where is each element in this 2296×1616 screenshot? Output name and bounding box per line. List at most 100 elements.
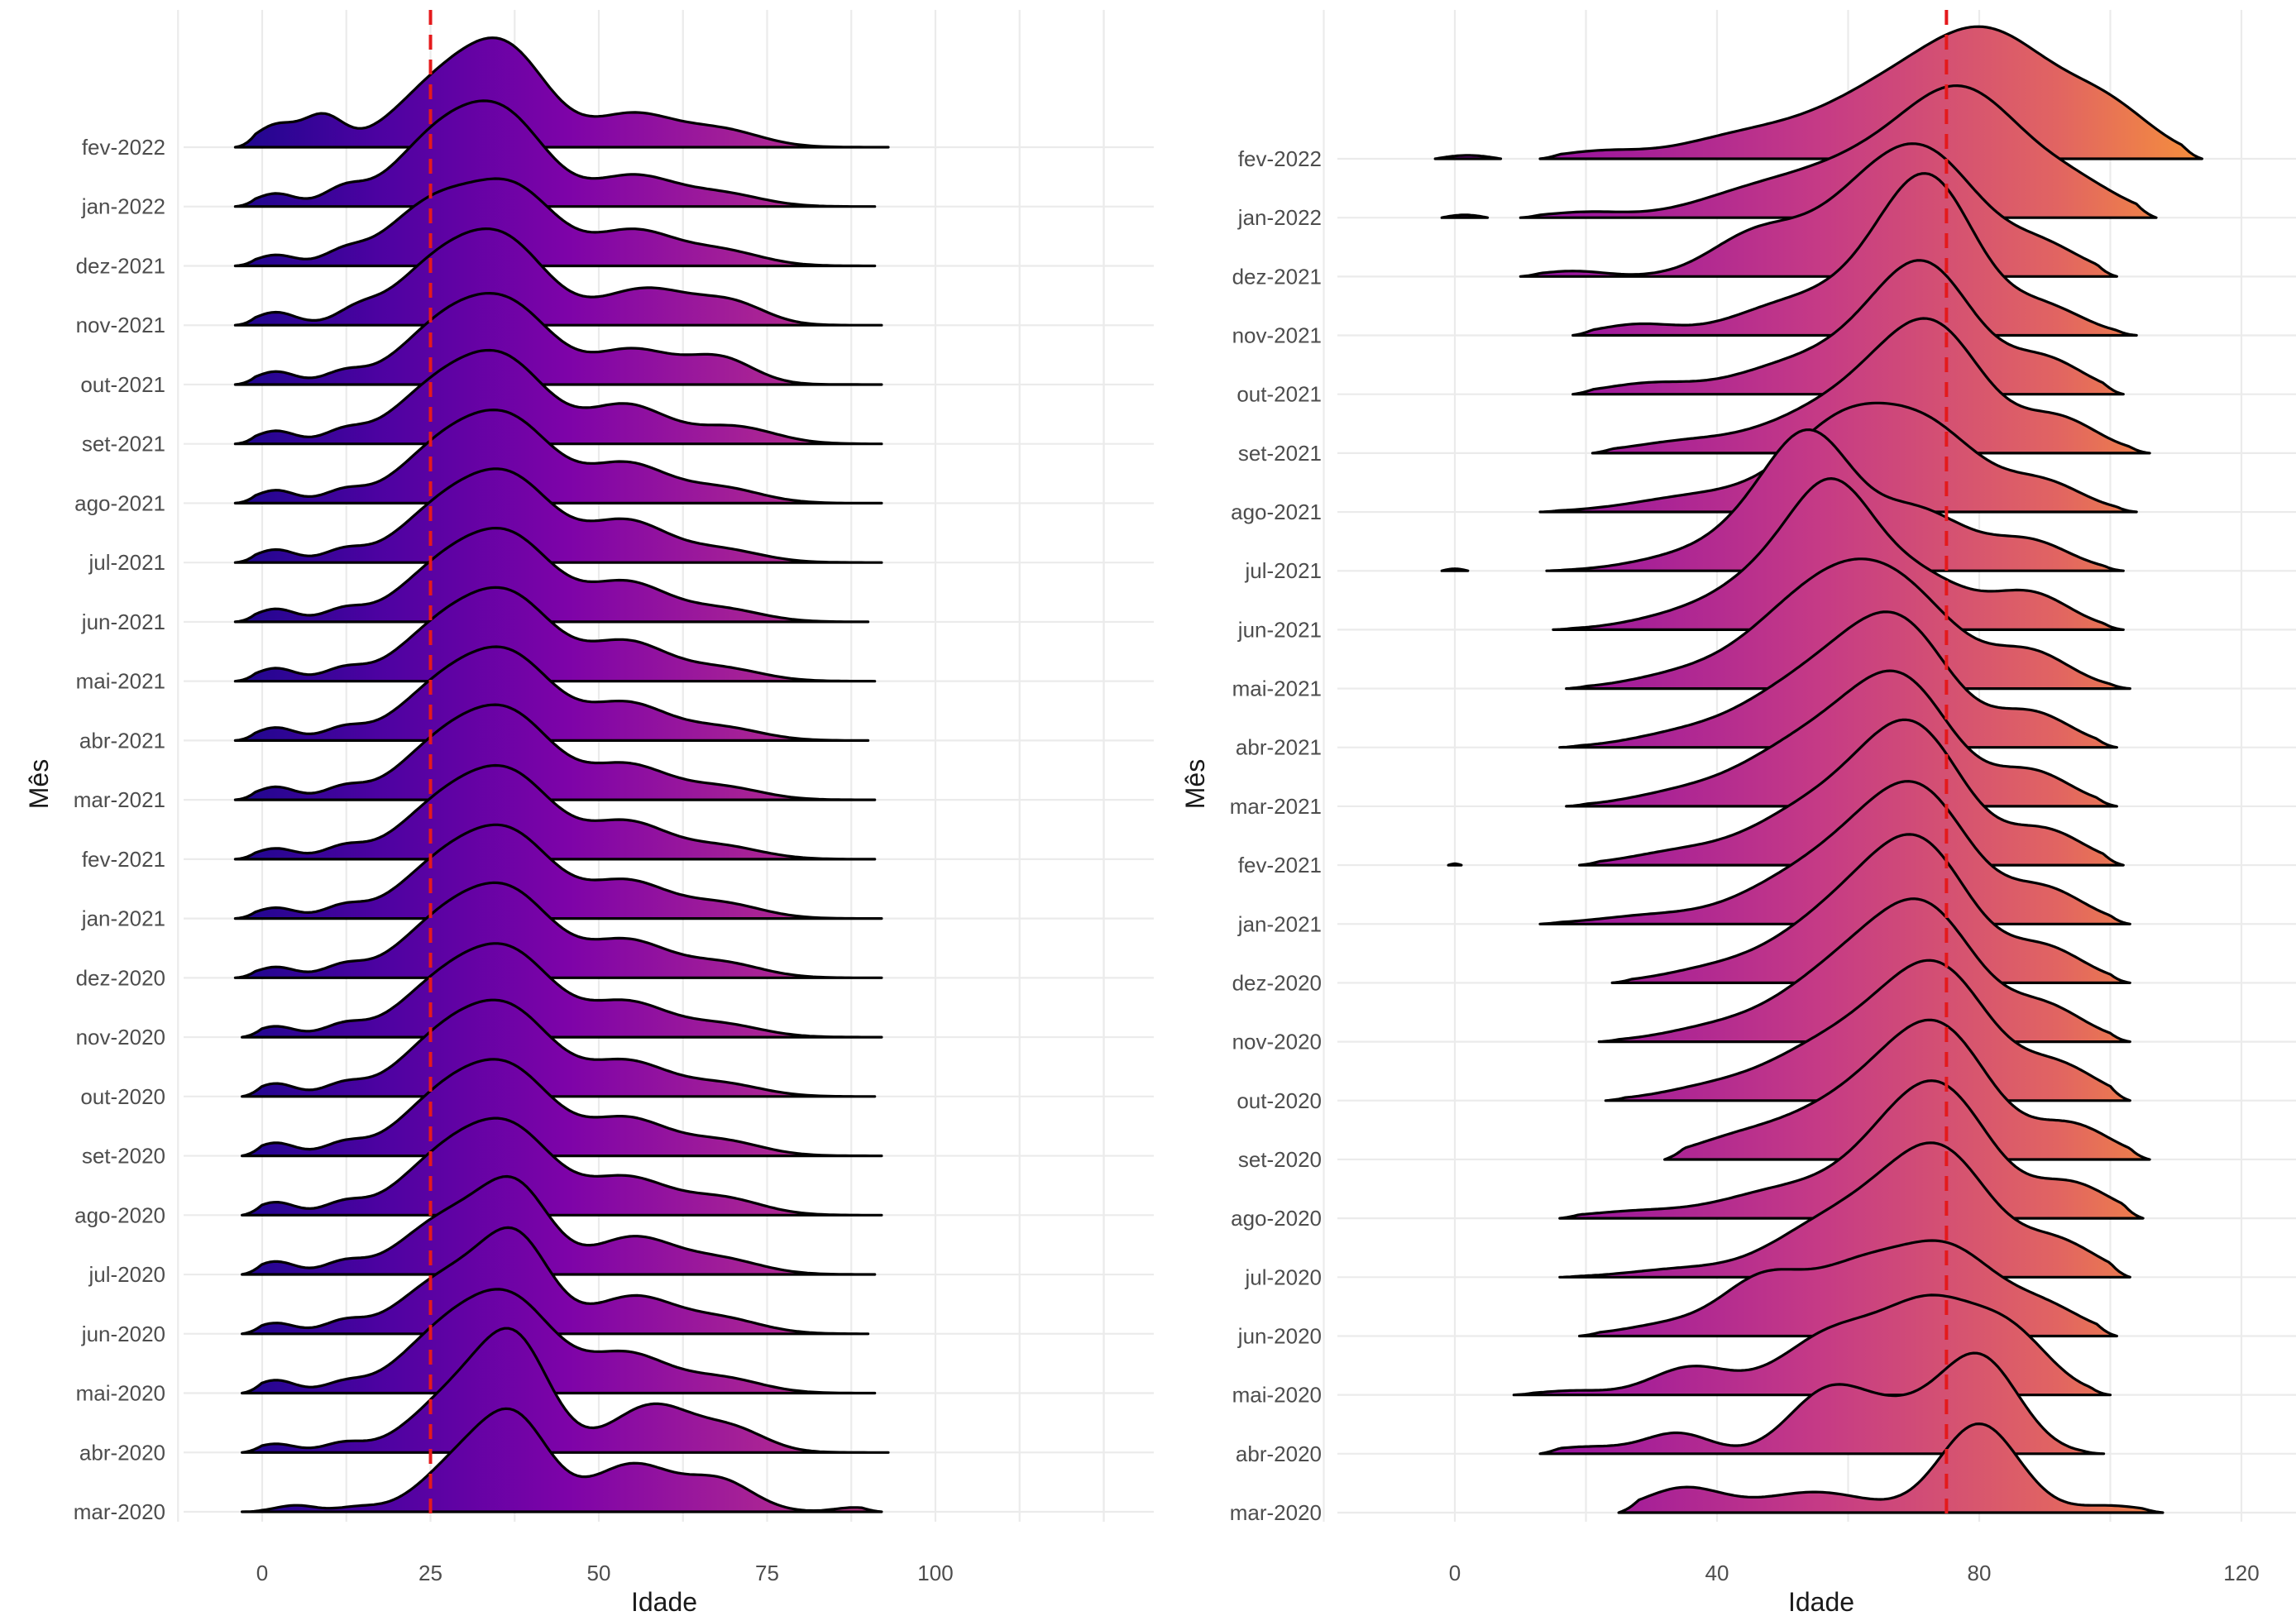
y-tick-label: fev-2021 (1238, 853, 1322, 877)
y-tick-label: mai-2021 (76, 669, 165, 694)
ridge-mar-2020 (241, 1407, 883, 1513)
y-tick-label: nov-2021 (76, 313, 165, 337)
ridge-dez-2020 (1610, 833, 2131, 984)
ridge-blip-jul-2021 (1440, 567, 1470, 572)
ridge-out-2020 (241, 998, 877, 1098)
y-tick-label: set-2020 (1238, 1147, 1322, 1172)
ridge-jan-2022 (233, 99, 877, 208)
x-tick-labels-right: 0 40 80 120 (1449, 1561, 2260, 1585)
ridge-nov-2021 (1571, 172, 2138, 337)
ridge-mar-2021 (233, 703, 877, 801)
ridge-ago-2021 (233, 409, 883, 504)
ridge-dez-2020 (233, 881, 883, 979)
ridge-jan-2022 (1519, 84, 2158, 219)
ridge-fev-2022 (233, 36, 890, 149)
y-tick-label: mar-2020 (74, 1499, 165, 1524)
ridge-mai-2020 (241, 1288, 877, 1395)
ridge-fev-2021 (1578, 718, 2125, 867)
ridge-blip-jan-2022 (1440, 213, 1490, 219)
ridge-jul-2021 (233, 467, 883, 564)
y-tick-label: fev-2022 (82, 135, 165, 160)
y-tick-label: nov-2020 (1232, 1030, 1322, 1054)
y-tick-label: dez-2020 (76, 965, 165, 990)
ridge-jul-2020 (1558, 1141, 2131, 1279)
y-tick-label: jul-2020 (1244, 1265, 1322, 1289)
y-tick-label: out-2021 (1236, 382, 1322, 407)
ridge-nov-2020 (1597, 897, 2131, 1044)
y-tick-label: dez-2021 (1232, 264, 1322, 289)
ridge-set-2020 (241, 1058, 883, 1158)
ridge-set-2021 (233, 348, 883, 446)
ridge-nov-2020 (241, 942, 883, 1039)
ridge-ago-2020 (1558, 1079, 2145, 1220)
y-tick-label: set-2021 (1238, 441, 1322, 466)
ridge-mai-2021 (233, 586, 877, 683)
ridge-jan-2021 (1538, 780, 2131, 925)
x-axis-label-left: Idade (631, 1587, 697, 1616)
y-tick-label: jul-2021 (1244, 558, 1322, 583)
ridge-out-2020 (1604, 959, 2131, 1102)
ridge-ago-2020 (241, 1116, 883, 1217)
y-tick-label: jun-2021 (81, 610, 165, 634)
ridge-set-2021 (1590, 317, 2151, 455)
x-tick-label: 75 (755, 1561, 779, 1585)
ridge-jun-2020 (241, 1226, 870, 1336)
y-tick-label: ago-2021 (74, 490, 165, 515)
y-tick-label: abr-2021 (1236, 735, 1322, 760)
ridge-mai-2021 (1565, 557, 2131, 691)
y-tick-label: jan-2022 (81, 194, 165, 219)
x-tick-label: 80 (1968, 1561, 1992, 1585)
ridge-abr-2020 (241, 1327, 890, 1454)
y-tick-label: jul-2020 (88, 1262, 165, 1287)
y-tick-label: ago-2020 (74, 1202, 165, 1227)
y-tick-label: mai-2020 (1232, 1383, 1322, 1408)
ridge-fev-2021 (233, 763, 877, 861)
x-tick-labels-left: 0 25 50 75 100 (256, 1561, 954, 1585)
x-tick-label: 0 (1449, 1561, 1461, 1585)
y-tick-label: nov-2020 (76, 1025, 165, 1049)
y-tick-label: mai-2021 (1232, 677, 1322, 701)
ridge-fev-2022 (1538, 25, 2203, 160)
ridges-right (1433, 25, 2203, 1514)
y-tick-label: fev-2021 (82, 847, 165, 872)
y-tick-labels-right: fev-2022 jan-2022 dez-2021 nov-2021 out-2021… (1230, 146, 1322, 1525)
y-tick-label: jun-2020 (81, 1322, 165, 1346)
y-tick-label: abr-2020 (79, 1440, 165, 1465)
y-tick-label: set-2021 (82, 432, 165, 457)
y-tick-label: abr-2021 (79, 728, 165, 753)
y-tick-label: fev-2022 (1238, 146, 1322, 171)
y-axis-label-left: Mês (24, 759, 54, 809)
y-tick-label: out-2020 (80, 1084, 165, 1109)
y-tick-label: set-2020 (82, 1144, 165, 1169)
ridge-abr-2021 (1558, 610, 2118, 749)
y-tick-label: ago-2020 (1231, 1206, 1322, 1231)
ridge-out-2021 (233, 292, 883, 386)
y-tick-label: jun-2020 (1237, 1323, 1322, 1348)
y-tick-label: jan-2021 (81, 906, 165, 931)
y-tick-labels-left: fev-2022 jan-2022 dez-2021 nov-2021 out-2021… (74, 135, 165, 1524)
ridge-jun-2021 (1552, 477, 2125, 631)
ridge-jun-2021 (233, 527, 870, 624)
y-tick-label: mar-2021 (74, 787, 165, 812)
y-tick-label: jan-2022 (1237, 205, 1322, 230)
y-tick-label: jul-2021 (88, 550, 165, 575)
y-tick-label: mar-2021 (1230, 794, 1322, 819)
x-tick-label: 25 (419, 1561, 442, 1585)
ridge-blip-fev-2022 (1433, 154, 1503, 160)
y-tick-label: ago-2021 (1231, 500, 1322, 524)
x-tick-label: 120 (2223, 1561, 2259, 1585)
ridge-out-2021 (1571, 259, 2125, 396)
ridge-blip-fev-2021 (1447, 862, 1463, 867)
ridge-jan-2021 (233, 823, 883, 920)
y-tick-label: mar-2020 (1230, 1500, 1322, 1525)
y-tick-label: jan-2021 (1237, 911, 1322, 936)
x-tick-label: 100 (917, 1561, 953, 1585)
y-tick-label: dez-2020 (1232, 970, 1322, 995)
ridges-left (233, 36, 890, 1513)
ridge-dez-2021 (233, 177, 877, 268)
ridge-abr-2021 (233, 645, 870, 742)
x-tick-label: 40 (1705, 1561, 1729, 1585)
panel-right: fev-2022 jan-2022 dez-2021 nov-2021 out-2021… (1180, 10, 2296, 1616)
ridge-abr-2020 (1538, 1351, 2106, 1456)
